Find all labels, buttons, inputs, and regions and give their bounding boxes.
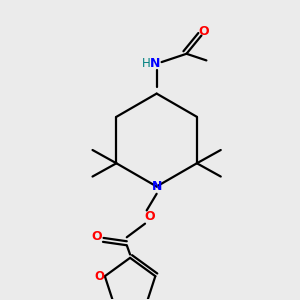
- Text: O: O: [94, 270, 104, 283]
- Text: O: O: [145, 210, 155, 223]
- Text: O: O: [91, 230, 102, 243]
- Text: N: N: [150, 57, 160, 70]
- Text: H: H: [142, 57, 150, 70]
- Text: O: O: [199, 25, 209, 38]
- Text: N: N: [152, 180, 162, 193]
